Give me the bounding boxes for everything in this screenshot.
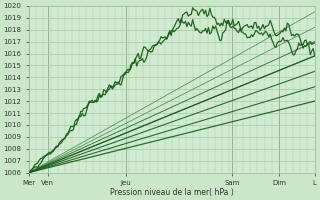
X-axis label: Pression niveau de la mer( hPa ): Pression niveau de la mer( hPa ) [110, 188, 234, 197]
